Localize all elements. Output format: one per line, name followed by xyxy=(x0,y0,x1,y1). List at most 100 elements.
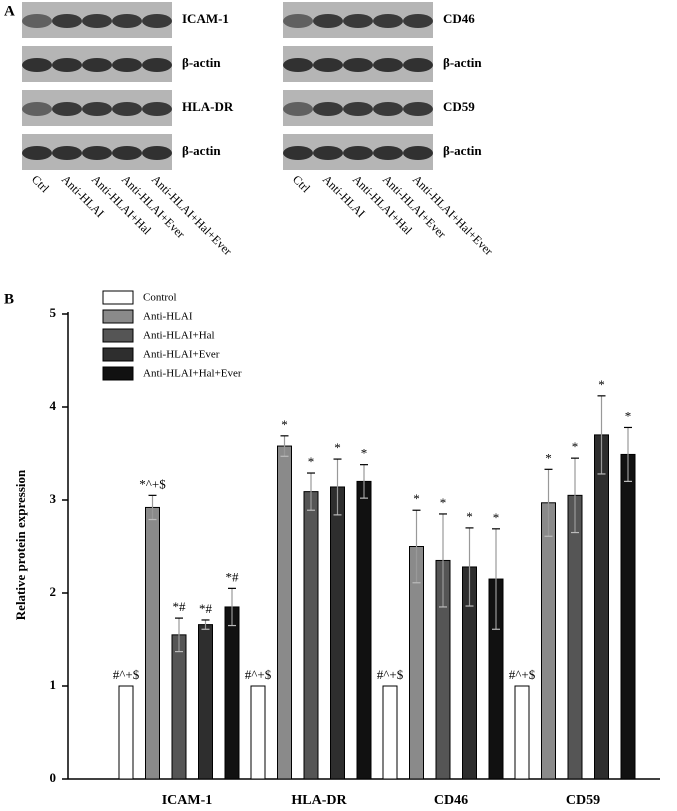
blot-row-label: CD46 xyxy=(443,11,475,26)
bar-annotation: * xyxy=(545,450,552,465)
blot-band xyxy=(112,58,142,72)
blot-band xyxy=(112,146,142,160)
panel-label: B xyxy=(4,291,14,307)
blot-band xyxy=(112,102,142,116)
legend-label: Control xyxy=(143,292,177,304)
legend-swatch xyxy=(102,328,134,343)
blot-band xyxy=(82,102,112,116)
blot-row-label: β-actin xyxy=(443,55,482,70)
blot-row-label: CD59 xyxy=(443,99,475,114)
legend-label: Anti-HLAI+Ever xyxy=(143,349,220,361)
blot-band xyxy=(283,146,313,160)
lane-label: Ctrl xyxy=(290,172,314,196)
blot-band xyxy=(373,146,403,160)
blot-band xyxy=(52,102,82,116)
blot-band xyxy=(313,102,343,116)
blot-band xyxy=(283,58,313,72)
blot-row-label: HLA-DR xyxy=(182,99,234,114)
bar-annotation: * xyxy=(440,495,447,510)
x-tick-label: CD59 xyxy=(566,793,600,808)
blot-row-label: β-actin xyxy=(443,143,482,158)
bar-annotation: * xyxy=(493,510,500,525)
legend-swatch xyxy=(102,366,134,381)
blot-row-label: β-actin xyxy=(182,143,221,158)
legend-label: Anti-HLAI+Hal xyxy=(143,330,215,342)
bar-annotation: *^+$ xyxy=(139,476,166,491)
blot-band xyxy=(82,146,112,160)
legend-label: Anti-HLAI+Hal+Ever xyxy=(143,368,242,380)
blot-band xyxy=(343,146,373,160)
y-axis-label: Relative protein expression xyxy=(13,469,28,620)
panel-label: A xyxy=(4,3,15,19)
bar-annotation: * xyxy=(334,440,341,455)
bar-annotation: *# xyxy=(226,569,240,584)
blot-band xyxy=(22,14,52,28)
blot-band xyxy=(343,58,373,72)
blot-band xyxy=(283,14,313,28)
x-tick-label: ICAM-1 xyxy=(162,793,213,808)
blot-row-label: ICAM-1 xyxy=(182,11,229,26)
lane-label: Ctrl xyxy=(29,172,53,196)
blot-band xyxy=(22,146,52,160)
y-tick-label: 3 xyxy=(50,491,57,506)
y-tick-label: 5 xyxy=(50,305,57,320)
bar xyxy=(620,453,636,780)
blot-band xyxy=(283,102,313,116)
bar xyxy=(145,506,160,780)
y-tick-label: 0 xyxy=(50,770,57,785)
blot-band xyxy=(82,58,112,72)
blot-band xyxy=(142,14,172,28)
bar-annotation: * xyxy=(466,509,473,524)
blot-band xyxy=(52,14,82,28)
legend-swatch xyxy=(102,290,134,305)
bar xyxy=(277,445,292,780)
bar xyxy=(567,494,583,780)
blot-band xyxy=(403,58,433,72)
blot-band xyxy=(142,102,172,116)
blot-band xyxy=(403,146,433,160)
bar xyxy=(330,486,345,780)
legend-label: Anti-HLAI xyxy=(143,311,193,323)
blot-band xyxy=(373,58,403,72)
blot-band xyxy=(142,58,172,72)
x-tick-label: CD46 xyxy=(434,793,468,808)
blot-band xyxy=(52,58,82,72)
bar-annotation: * xyxy=(308,454,315,469)
bar xyxy=(250,685,266,780)
bar xyxy=(198,624,213,780)
bar xyxy=(541,502,556,780)
y-tick-label: 1 xyxy=(50,677,57,692)
bar-annotation: *# xyxy=(173,599,187,614)
bar-annotation: * xyxy=(361,446,368,461)
y-tick-label: 4 xyxy=(50,398,57,413)
bar xyxy=(382,685,398,780)
legend-swatch xyxy=(102,347,134,362)
bar-annotation: #^+$ xyxy=(509,667,536,682)
bar-annotation: *# xyxy=(199,601,213,616)
bar xyxy=(171,634,187,780)
blot-band xyxy=(313,14,343,28)
blot-band xyxy=(82,14,112,28)
legend-swatch xyxy=(102,309,134,324)
bar-annotation: * xyxy=(625,408,632,423)
bar-annotation: * xyxy=(413,491,420,506)
blot-band xyxy=(142,146,172,160)
x-tick-label: HLA-DR xyxy=(291,793,347,808)
bar-annotation: * xyxy=(572,439,579,454)
bar xyxy=(118,685,134,780)
bar-annotation: #^+$ xyxy=(245,667,272,682)
y-tick-label: 2 xyxy=(50,584,57,599)
blot-band xyxy=(403,102,433,116)
bar-annotation: #^+$ xyxy=(113,667,140,682)
blot-band xyxy=(313,58,343,72)
bar-annotation: * xyxy=(281,417,288,432)
bar xyxy=(356,480,372,780)
blot-band xyxy=(112,14,142,28)
blot-band xyxy=(22,102,52,116)
bar xyxy=(303,491,319,780)
bar xyxy=(224,606,240,780)
bar-annotation: #^+$ xyxy=(377,667,404,682)
bar xyxy=(594,434,609,780)
blot-band xyxy=(403,14,433,28)
